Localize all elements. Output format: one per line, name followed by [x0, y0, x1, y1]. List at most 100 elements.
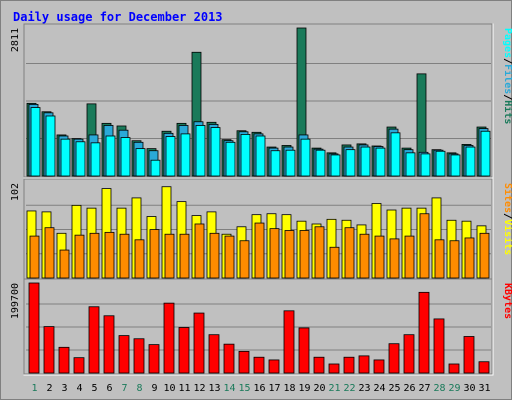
- middle-bar-sites-day-12: [194, 223, 205, 279]
- top-bar-pages-day-2: [45, 115, 56, 177]
- top-bar-pages-day-17: [270, 150, 281, 177]
- bottom-bar-kbytes-day-1: [28, 282, 40, 374]
- top-bar-pages-day-21: [330, 154, 341, 177]
- middle-bar-sites-day-31: [479, 232, 490, 279]
- day-label-20: 20: [313, 383, 325, 394]
- bottom-bar-kbytes-day-16: [253, 356, 265, 374]
- top-bar-pages-day-30: [465, 146, 476, 177]
- middle-bar-sites-day-23: [359, 233, 370, 279]
- day-label-27: 27: [418, 383, 430, 394]
- top-bar-pages-day-14: [225, 141, 236, 177]
- bottom-bar-kbytes-day-25: [388, 343, 400, 374]
- middle-bar-sites-day-18: [284, 230, 295, 279]
- day-label-16: 16: [253, 383, 265, 394]
- bottom-bar-kbytes-day-11: [178, 327, 190, 374]
- top-legend-entry-5: Hits: [502, 100, 512, 124]
- middle-bar-sites-day-15: [239, 240, 250, 279]
- top-legend-entry-4: /: [502, 94, 512, 100]
- bottom-bar-kbytes-day-22: [343, 356, 355, 374]
- day-label-23: 23: [358, 383, 370, 394]
- top-bar-pages-day-12: [195, 125, 206, 177]
- middle-bar-sites-day-14: [224, 235, 235, 279]
- bottom-bar-kbytes-day-21: [328, 363, 340, 374]
- top-bar-pages-day-13: [210, 127, 221, 177]
- top-bar-pages-day-3: [60, 138, 71, 177]
- bottom-bar-kbytes-day-3: [58, 346, 70, 374]
- middle-bar-sites-day-11: [179, 233, 190, 279]
- middle-bar-sites-day-1: [29, 235, 40, 279]
- middle-bar-sites-day-6: [104, 231, 115, 279]
- bottom-bar-kbytes-day-13: [208, 334, 220, 374]
- middle-bar-sites-day-20: [314, 226, 325, 279]
- day-label-11: 11: [178, 383, 190, 394]
- top-bar-pages-day-25: [390, 132, 401, 177]
- middle-bar-sites-day-19: [299, 230, 310, 279]
- top-bar-pages-day-15: [240, 134, 251, 177]
- day-label-7: 7: [121, 383, 127, 394]
- middle-axis-max-label: 102: [10, 183, 21, 201]
- middle-bar-sites-day-17: [269, 228, 280, 279]
- middle-legend-entry-3: Visits: [502, 219, 512, 255]
- top-bar-pages-day-19: [300, 138, 311, 177]
- day-label-29: 29: [448, 383, 460, 394]
- top-bar-pages-day-5: [90, 142, 101, 177]
- top-axis-max-label: 2811: [10, 28, 21, 52]
- top-legend-entry-3: Files: [502, 64, 512, 94]
- bottom-bar-kbytes-day-2: [43, 326, 55, 374]
- top-bar-pages-day-6: [105, 135, 116, 177]
- day-label-4: 4: [76, 383, 82, 394]
- middle-bar-sites-day-13: [209, 232, 220, 279]
- middle-bar-sites-day-22: [344, 227, 355, 279]
- middle-bar-sites-day-10: [164, 233, 175, 279]
- day-label-3: 3: [61, 383, 67, 394]
- day-label-19: 19: [298, 383, 310, 394]
- bottom-bar-kbytes-day-29: [448, 363, 460, 374]
- top-legend: Pages/Files/Hits: [502, 28, 512, 124]
- day-label-1: 1: [31, 383, 37, 394]
- day-label-17: 17: [268, 383, 280, 394]
- top-bar-pages-day-10: [165, 136, 176, 177]
- bottom-legend-entry-1: KBytes: [502, 283, 512, 319]
- bottom-bar-kbytes-day-26: [403, 334, 415, 374]
- middle-bar-sites-day-30: [464, 237, 475, 279]
- top-bar-pages-day-8: [135, 148, 146, 177]
- middle-legend-entry-2: /: [502, 213, 512, 219]
- middle-bar-sites-day-16: [254, 222, 265, 279]
- day-label-6: 6: [106, 383, 112, 394]
- top-bar-pages-day-4: [75, 141, 86, 177]
- day-label-12: 12: [193, 383, 205, 394]
- top-bar-pages-day-29: [450, 154, 461, 177]
- day-label-14: 14: [223, 383, 235, 394]
- bottom-bar-kbytes-day-4: [73, 357, 85, 374]
- bottom-bar-kbytes-day-30: [463, 336, 475, 374]
- day-label-18: 18: [283, 383, 295, 394]
- day-label-13: 13: [208, 383, 220, 394]
- top-bar-pages-day-11: [180, 133, 191, 177]
- middle-bar-sites-day-29: [449, 240, 460, 279]
- middle-bar-sites-day-27: [419, 213, 430, 279]
- bottom-bar-kbytes-day-31: [478, 361, 490, 374]
- middle-bar-sites-day-4: [74, 234, 85, 279]
- bottom-bar-kbytes-day-8: [133, 338, 145, 374]
- top-bar-pages-day-23: [360, 146, 371, 177]
- bottom-bar-kbytes-day-15: [238, 350, 250, 374]
- day-label-8: 8: [136, 383, 142, 394]
- top-bar-pages-day-27: [420, 153, 431, 177]
- bottom-bar-kbytes-day-12: [193, 312, 205, 374]
- top-bar-pages-day-20: [315, 149, 326, 177]
- bottom-bar-kbytes-day-20: [313, 356, 325, 374]
- bottom-bar-kbytes-day-27: [418, 291, 430, 374]
- chart-title: Daily usage for December 2013: [13, 10, 223, 24]
- bottom-bar-kbytes-day-6: [103, 315, 115, 374]
- day-labels: 1 2 3 4 5 6 7 8 9 10 11 12 13 14 15 16 17 18 19 20 21 22 23 24 2…: [31, 383, 490, 394]
- middle-bar-sites-day-25: [389, 238, 400, 279]
- top-bar-pages-day-18: [285, 149, 296, 177]
- middle-bar-sites-day-24: [374, 235, 385, 279]
- day-label-22: 22: [343, 383, 355, 394]
- top-bar-pages-day-16: [255, 135, 266, 177]
- day-label-5: 5: [91, 383, 97, 394]
- day-label-9: 9: [151, 383, 157, 394]
- middle-bar-sites-day-28: [434, 239, 445, 279]
- bottom-bar-kbytes-day-18: [283, 310, 295, 374]
